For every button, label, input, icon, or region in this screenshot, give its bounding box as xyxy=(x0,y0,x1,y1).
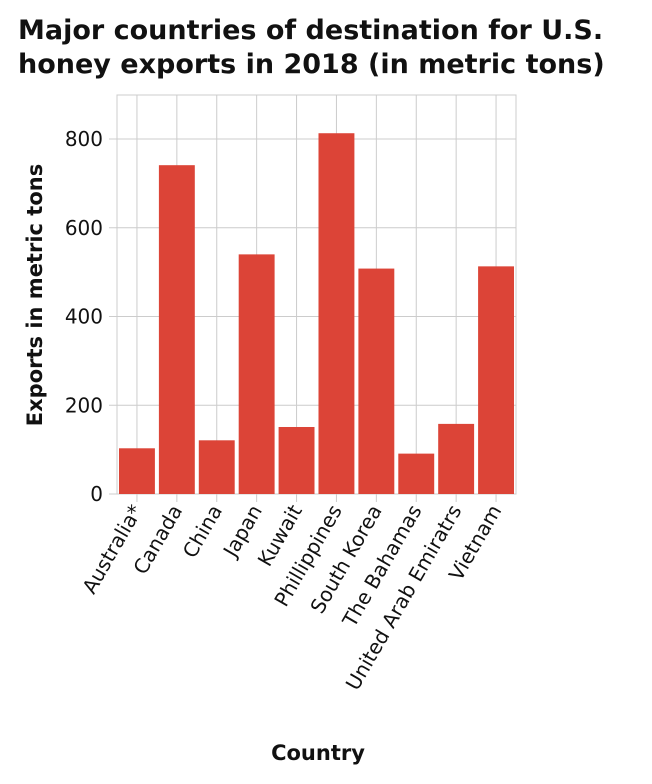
y-axis: 0 200 400 600 800 xyxy=(65,127,103,506)
y-tick-label: 400 xyxy=(65,305,103,329)
x-axis: Australia*CanadaChinaJapanKuwaitPhillipp… xyxy=(77,500,506,694)
x-tick-label: China xyxy=(178,501,227,562)
bar xyxy=(478,266,515,494)
chart-title: Major countries of destination for U.S. … xyxy=(18,15,605,80)
y-tick-label: 0 xyxy=(90,482,103,506)
bar xyxy=(358,268,395,494)
bar xyxy=(198,440,235,494)
x-axis-title: Country xyxy=(271,741,365,765)
x-tick-label: Australia* xyxy=(77,501,147,598)
bar xyxy=(438,423,475,494)
y-tick-label: 600 xyxy=(65,216,103,240)
bar xyxy=(318,133,355,494)
bar xyxy=(118,448,155,494)
bars xyxy=(118,133,515,494)
bar xyxy=(398,453,435,494)
bar xyxy=(238,254,275,494)
y-tick-label: 800 xyxy=(65,127,103,151)
y-axis-title: Exports in metric tons xyxy=(23,164,47,426)
y-tick-label: 200 xyxy=(65,393,103,417)
bar xyxy=(278,426,315,494)
bar xyxy=(158,165,195,494)
